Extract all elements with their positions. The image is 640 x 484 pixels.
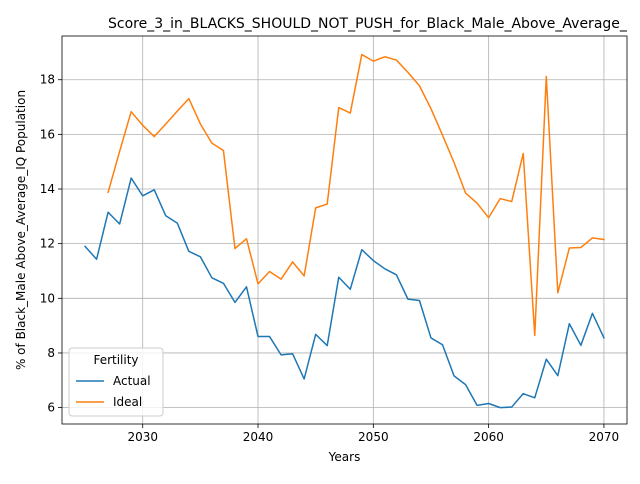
series-line-actual [84,177,605,409]
y-tick-label: 12 [40,237,55,251]
legend-title: Fertility [93,353,138,367]
legend-label-ideal: Ideal [113,395,142,409]
legend: Fertility Actual Ideal [68,347,164,417]
x-tick-label: 2070 [589,430,620,444]
series-layer [84,53,605,409]
x-axis-label: Years [328,450,361,464]
y-tick-label: 6 [47,401,55,415]
legend-label-actual: Actual [113,374,151,388]
y-axis-ticks: 6 8 10 12 14 16 18 [40,73,62,415]
legend-entries: Actual Ideal [76,374,151,409]
series-line-ideal [107,53,605,337]
y-tick-label: 14 [40,182,55,196]
x-tick-label: 2060 [473,430,504,444]
y-tick-label: 8 [47,346,55,360]
plot-frame [61,35,628,425]
y-tick-label: 16 [40,127,55,141]
x-axis-ticks: 2030 2040 2050 2060 2070 [127,424,619,444]
y-tick-label: 18 [40,73,55,87]
x-tick-label: 2030 [127,430,158,444]
y-tick-label: 10 [40,291,55,305]
legend-box [68,347,164,417]
x-tick-label: 2050 [358,430,389,444]
y-axis-label: % of Black_Male Above_Average_IQ Populat… [14,90,28,370]
chart-title: Score_3_in_BLACKS_SHOULD_NOT_PUSH_for_Bl… [108,16,628,32]
x-tick-label: 2040 [243,430,274,444]
